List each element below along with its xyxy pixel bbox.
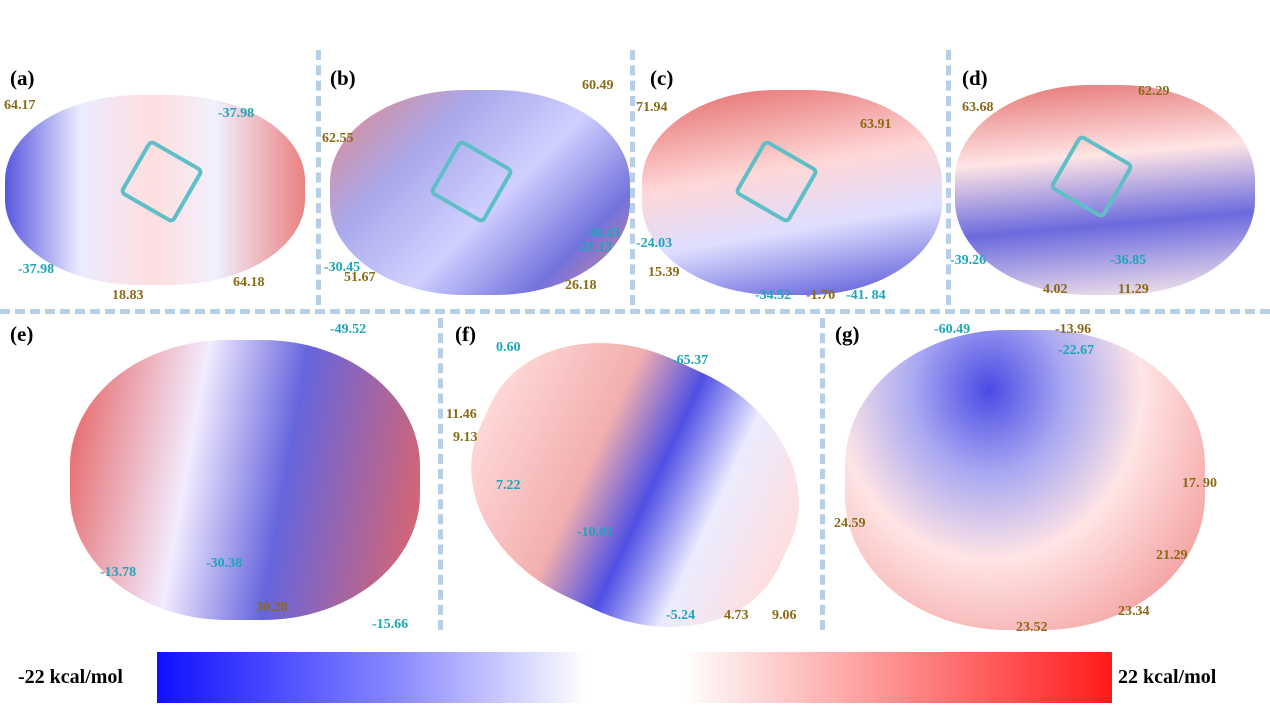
- panel-label-a: (a): [10, 66, 35, 90]
- esp-max-value: 24.59: [834, 516, 866, 531]
- esp-max-value: 15.39: [648, 265, 680, 280]
- colorbar-min-label: -22 kcal/mol: [18, 666, 123, 688]
- esp-max-value: 63.91: [860, 117, 892, 132]
- divider: [630, 50, 635, 305]
- esp-min-value: -41. 84: [846, 288, 886, 303]
- divider: [946, 50, 951, 305]
- colorbar-max-label: 22 kcal/mol: [1118, 666, 1217, 688]
- esp-max-value: 64.18: [233, 275, 265, 290]
- esp-min-value: 0.60: [496, 340, 521, 355]
- esp-min-value: -30.45: [584, 226, 621, 241]
- esp-min-value: -30.38: [206, 556, 243, 571]
- esp-min-value: -15.66: [372, 617, 409, 632]
- esp-max-value: -13.96: [1055, 322, 1092, 337]
- esp-max-value: 11.29: [1118, 282, 1149, 297]
- esp-min-value: -37.98: [18, 262, 55, 277]
- esp-max-value: 64.17: [4, 98, 36, 113]
- esp-max-value: 18.83: [112, 288, 144, 303]
- panel-label-d: (d): [962, 66, 988, 90]
- panel-label-c: (c): [650, 66, 674, 90]
- esp-max-value: 62.55: [322, 131, 354, 146]
- esp-max-value: 17. 90: [1182, 476, 1217, 491]
- esp-min-value: -24.03: [636, 236, 673, 251]
- esp-min-value: 7.22: [496, 478, 521, 493]
- divider: [316, 50, 321, 305]
- divider: [0, 309, 1270, 314]
- esp-max-value: 63.68: [962, 100, 994, 115]
- esp-min-value: -34.52: [755, 288, 792, 303]
- divider: [438, 318, 443, 630]
- esp-min-value: -39.26: [950, 253, 987, 268]
- panel-label-e: (e): [10, 322, 34, 346]
- esp-min-value: -37.98: [218, 106, 255, 121]
- colorbar: [157, 652, 1112, 703]
- esp-max-value: -1.70: [806, 288, 836, 303]
- esp-min-value: -30.45: [324, 260, 361, 275]
- esp-min-value: -60.49: [934, 322, 971, 337]
- esp-min-value: -13.78: [100, 565, 137, 580]
- esp-max-value: 23.34: [1118, 604, 1150, 619]
- panel-label-g: (g): [835, 322, 860, 346]
- esp-max-value: 4.02: [1043, 282, 1068, 297]
- esp-max-value: 23.52: [1016, 620, 1048, 635]
- esp-max-value: 21.29: [1156, 548, 1188, 563]
- panel-label-b: (b): [330, 66, 356, 90]
- esp-min-value: -10.01: [577, 525, 614, 540]
- esp-min-value: -5.24: [666, 608, 696, 623]
- esp-max-value: 26.18: [565, 278, 597, 293]
- esp-max-value: 11.46: [446, 407, 477, 422]
- esp-min-value: -49.52: [330, 322, 367, 337]
- esp-max-value: 4.73: [724, 608, 749, 623]
- esp-max-value: 9.13: [453, 430, 478, 445]
- esp-max-value: 51.67: [344, 270, 376, 285]
- panel-label-f: (f): [455, 322, 476, 346]
- esp-max-value: 9.06: [772, 608, 797, 623]
- esp-min-value: -22.67: [1058, 343, 1095, 358]
- divider: [820, 318, 825, 630]
- esp-min-value: -21.13: [576, 240, 613, 255]
- esp-min-value: -65.37: [672, 353, 709, 368]
- esp-max-value: 71.94: [636, 100, 668, 115]
- esp-max-value: 30.28: [256, 600, 288, 615]
- esp-max-value: 60.49: [582, 78, 614, 93]
- esp-max-value: 62.29: [1138, 84, 1170, 99]
- esp-min-value: -36.85: [1110, 253, 1147, 268]
